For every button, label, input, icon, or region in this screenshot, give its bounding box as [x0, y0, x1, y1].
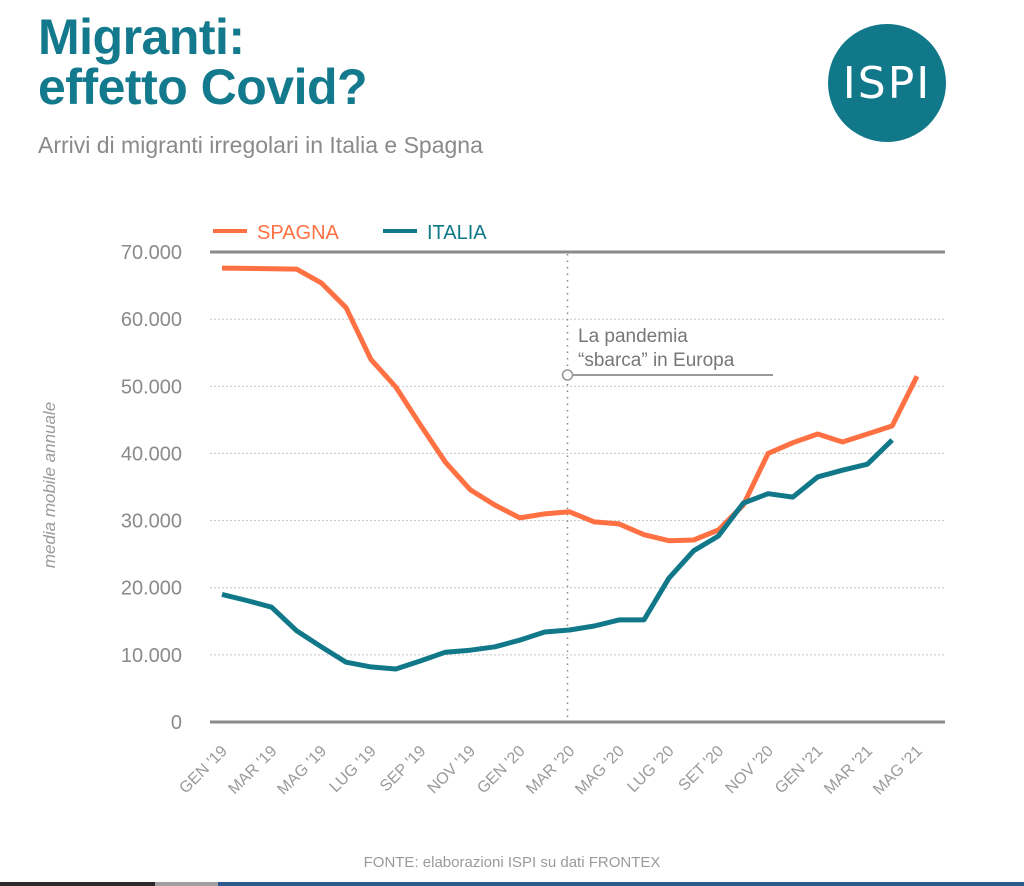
title-line-1: Migranti: — [38, 9, 245, 65]
annotation-marker — [561, 369, 574, 381]
x-tick-label: LUG '19 — [327, 743, 380, 796]
x-tick-label: MAR '21 — [821, 743, 876, 798]
annotation-line-2: “sbarca” in Europa — [578, 350, 735, 371]
x-tick-label: GEN '19 — [176, 743, 230, 797]
x-tick-label: MAG '19 — [274, 743, 330, 799]
ispi-logo: ISPI — [828, 24, 946, 142]
x-tick-label: MAR '20 — [523, 743, 578, 798]
x-tick-label: GEN '21 — [772, 743, 826, 797]
series-line-italia — [221, 438, 894, 672]
x-tick-label: LUG '20 — [624, 743, 677, 796]
y-tick-label: 30.000 — [121, 511, 182, 533]
x-tick-label: MAG '21 — [870, 743, 926, 799]
y-axis-ticks: 0 10.000 20.000 30.000 40.000 50.000 60.000 70.… — [121, 242, 182, 734]
x-tick-label: SEP '19 — [377, 743, 429, 795]
series-line-spagna — [221, 265, 920, 544]
chart-title: Migranti: effetto Covid? — [38, 9, 368, 115]
y-tick-label: 10.000 — [121, 645, 182, 667]
y-tick-label: 50.000 — [121, 376, 182, 398]
annotation-line-1: La pandemia — [578, 326, 688, 347]
bottom-bar — [0, 882, 1024, 886]
x-tick-label: GEN '20 — [474, 743, 528, 797]
y-tick-label: 40.000 — [121, 443, 182, 465]
x-tick-label: SET '20 — [676, 743, 728, 795]
x-tick-label: MAG '20 — [572, 743, 628, 799]
x-tick-label: NOV '19 — [425, 743, 479, 797]
x-tick-label: NOV '20 — [722, 743, 776, 797]
legend: SPAGNA ITALIA — [213, 222, 487, 244]
source-note: FONTE: elaborazioni ISPI su dati FRONTEX — [363, 854, 661, 871]
y-tick-label: 20.000 — [121, 578, 182, 600]
series-lines — [221, 265, 920, 672]
legend-label-italia: ITALIA — [427, 222, 487, 244]
legend-label-spagna: SPAGNA — [257, 222, 340, 244]
chart-subtitle: Arrivi di migranti irregolari in Italia … — [38, 132, 483, 158]
title-line-2: effetto Covid? — [38, 59, 368, 115]
y-tick-label: 0 — [171, 712, 182, 734]
y-tick-label: 70.000 — [121, 242, 182, 264]
logo-text: ISPI — [842, 57, 932, 109]
line-chart: 0 10.000 20.000 30.000 40.000 50.000 60.000 70.… — [40, 222, 945, 799]
grid-lines — [210, 250, 945, 724]
annotation: La pandemia “sbarca” in Europa — [561, 254, 773, 720]
y-axis-label: media mobile annuale — [40, 402, 59, 568]
y-tick-label: 60.000 — [121, 309, 182, 331]
x-tick-label: MAR '19 — [225, 743, 280, 798]
